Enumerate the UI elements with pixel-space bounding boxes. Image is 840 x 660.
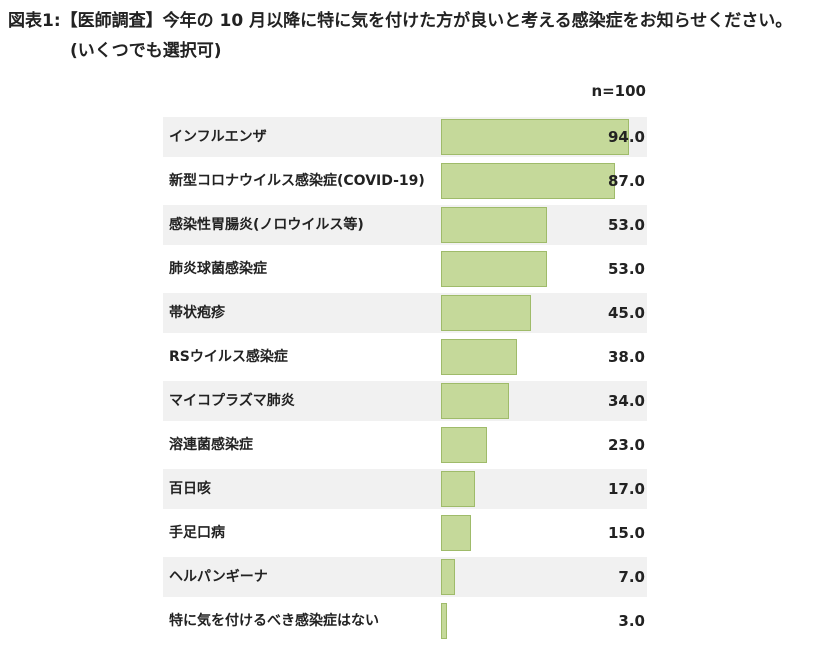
value-label: 17.0 — [607, 480, 645, 498]
chart-row: インフルエンザ 94.0 — [163, 117, 647, 157]
value-label: 3.0 — [618, 612, 645, 630]
bar — [441, 295, 531, 331]
category-label: 帯状疱疹 — [169, 305, 225, 321]
value-label: 23.0 — [607, 436, 645, 454]
bar — [441, 251, 547, 287]
value-label: 34.0 — [607, 392, 645, 410]
bar-chart: インフルエンザ 94.0 新型コロナウイルス感染症(COVID-19) 87.0 感染性… — [163, 117, 647, 649]
category-label: ヘルパンギーナ — [169, 569, 268, 585]
chart-subtitle: (いくつでも選択可) — [70, 41, 222, 61]
chart-title: 図表1:【医師調査】今年の 10 月以降に特に気を付けた方が良いと考える感染症を… — [8, 11, 793, 31]
category-label: RSウイルス感染症 — [169, 349, 288, 365]
value-label: 87.0 — [607, 172, 645, 190]
bar — [441, 471, 475, 507]
bar — [441, 383, 509, 419]
value-label: 7.0 — [618, 568, 645, 586]
category-label: 溶連菌感染症 — [169, 437, 253, 453]
category-label: 感染性胃腸炎(ノロウイルス等) — [169, 217, 364, 233]
category-label: 肺炎球菌感染症 — [169, 261, 267, 277]
sample-size-label: n=100 — [591, 82, 646, 100]
value-label: 94.0 — [607, 128, 645, 146]
category-label: マイコプラズマ肺炎 — [169, 393, 295, 409]
chart-row: 帯状疱疹 45.0 — [163, 293, 647, 333]
value-label: 53.0 — [607, 216, 645, 234]
chart-row: 手足口病 15.0 — [163, 513, 647, 553]
category-label: 百日咳 — [169, 481, 211, 497]
chart-row: 新型コロナウイルス感染症(COVID-19) 87.0 — [163, 161, 647, 201]
category-label: 新型コロナウイルス感染症(COVID-19) — [169, 173, 425, 189]
value-label: 15.0 — [607, 524, 645, 542]
bar — [441, 559, 455, 595]
value-label: 45.0 — [607, 304, 645, 322]
category-label: 手足口病 — [169, 525, 225, 541]
category-label: インフルエンザ — [169, 129, 267, 145]
chart-row: 肺炎球菌感染症 53.0 — [163, 249, 647, 289]
bar — [441, 515, 471, 551]
category-label: 特に気を付けるべき感染症はない — [169, 613, 379, 629]
bar — [441, 163, 615, 199]
chart-row: 百日咳 17.0 — [163, 469, 647, 509]
bar — [441, 427, 487, 463]
bar — [441, 207, 547, 243]
bar — [441, 603, 447, 639]
value-label: 38.0 — [607, 348, 645, 366]
chart-row: 感染性胃腸炎(ノロウイルス等) 53.0 — [163, 205, 647, 245]
bar — [441, 339, 517, 375]
chart-row: RSウイルス感染症 38.0 — [163, 337, 647, 377]
chart-row: 特に気を付けるべき感染症はない 3.0 — [163, 601, 647, 641]
chart-row: 溶連菌感染症 23.0 — [163, 425, 647, 465]
bar — [441, 119, 629, 155]
chart-row: ヘルパンギーナ 7.0 — [163, 557, 647, 597]
chart-row: マイコプラズマ肺炎 34.0 — [163, 381, 647, 421]
value-label: 53.0 — [607, 260, 645, 278]
